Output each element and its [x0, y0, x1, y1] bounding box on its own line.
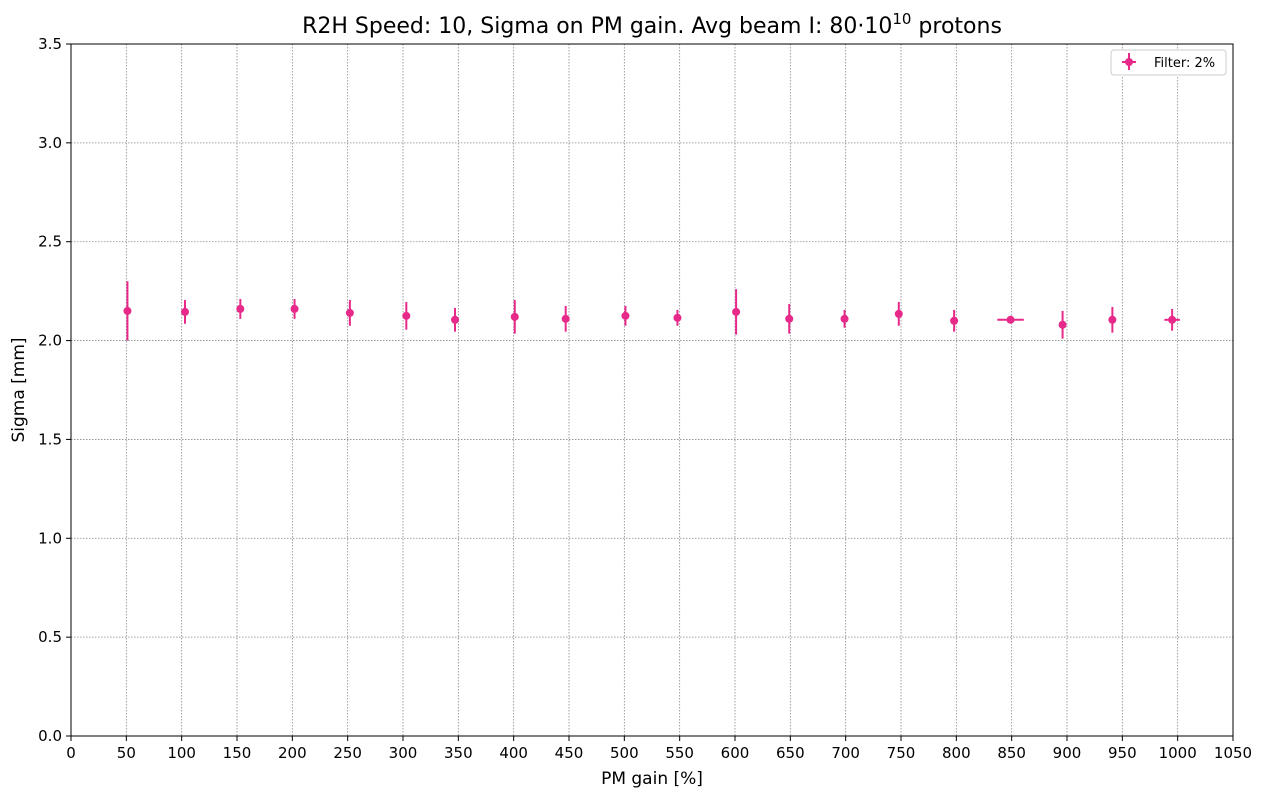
- data-point: [123, 281, 132, 341]
- x-tick-label: 800: [942, 744, 971, 762]
- x-tick-label: 200: [278, 744, 307, 762]
- x-tick-label: 1050: [1214, 744, 1252, 762]
- chart-title-exponent: 10: [892, 10, 911, 28]
- y-tick-label: 2.5: [38, 233, 62, 251]
- x-tick-label: 0: [66, 744, 76, 762]
- x-tick-label: 1000: [1159, 744, 1197, 762]
- legend-label: Filter: 2%: [1154, 56, 1215, 71]
- point-marker: [345, 308, 354, 317]
- legend: Filter: 2%: [1110, 49, 1227, 76]
- x-tick-label: 300: [389, 744, 418, 762]
- data-point: [510, 300, 519, 334]
- x-tick-label: 150: [223, 744, 252, 762]
- data-point: [561, 305, 570, 332]
- chart-title-suffix: protons: [911, 14, 1001, 39]
- x-tick-label: 100: [167, 744, 196, 762]
- data-point: [840, 309, 849, 328]
- x-tick-label: 950: [1108, 744, 1137, 762]
- x-tick-label: 900: [1053, 744, 1082, 762]
- point-marker: [894, 309, 903, 318]
- point-marker: [402, 311, 411, 320]
- chart-title-main: R2H Speed: 10, Sigma on PM gain. Avg bea…: [302, 14, 892, 39]
- x-tick-label: 650: [776, 744, 805, 762]
- plot-frame: [70, 43, 1234, 737]
- data-point: [1058, 310, 1067, 339]
- point-marker: [673, 313, 682, 322]
- y-tick-label: 1.0: [38, 529, 62, 547]
- y-tick-label: 3.5: [38, 35, 62, 53]
- point-marker: [510, 312, 519, 321]
- point-marker: [561, 314, 570, 323]
- data-point: [1108, 306, 1117, 333]
- y-tick-label: 2.0: [38, 332, 62, 350]
- x-tick-label: 700: [831, 744, 860, 762]
- y-tick-label: 0.0: [38, 727, 62, 745]
- point-marker: [123, 306, 132, 315]
- data-point: [345, 300, 354, 326]
- x-tick-label: 500: [610, 744, 639, 762]
- x-tick-label: 550: [665, 744, 694, 762]
- x-axis-label: PM gain [%]: [601, 769, 703, 789]
- data-point: [1164, 308, 1180, 331]
- point-marker: [950, 316, 959, 325]
- data-point: [451, 307, 460, 332]
- point-marker: [451, 315, 460, 324]
- x-tick-label: 350: [444, 744, 473, 762]
- x-tick-label: 600: [721, 744, 750, 762]
- point-marker: [290, 304, 299, 313]
- chart-title: R2H Speed: 10, Sigma on PM gain. Avg bea…: [302, 10, 1002, 39]
- point-marker: [1058, 320, 1067, 329]
- y-tick-label: 3.0: [38, 134, 62, 152]
- series-filter-2: [123, 281, 1180, 341]
- point-marker: [1168, 315, 1177, 324]
- x-tick-label: 50: [117, 744, 136, 762]
- y-tick-label: 1.5: [38, 430, 62, 448]
- point-marker: [732, 307, 741, 316]
- point-marker: [1006, 315, 1015, 324]
- data-point: [180, 300, 189, 324]
- point-marker: [785, 314, 794, 323]
- point-marker: [621, 311, 630, 320]
- x-tick-label: 400: [499, 744, 528, 762]
- point-marker: [236, 304, 245, 313]
- y-axis: 0.0 0.5 1.0 1.5 2.0 2.5 3.0 3.5: [38, 35, 71, 745]
- data-point: [236, 299, 245, 319]
- data-point: [950, 309, 959, 332]
- y-axis-label: Sigma [mm]: [9, 337, 29, 442]
- x-tick-label: 250: [333, 744, 362, 762]
- y-tick-label: 0.5: [38, 628, 62, 646]
- data-point: [673, 309, 682, 326]
- x-axis: 0 50 100 150 200 250 300 350 400 450 500 550 600 650 7…: [66, 736, 1252, 762]
- data-point: [621, 305, 630, 326]
- x-tick-label: 450: [555, 744, 584, 762]
- data-point: [290, 299, 299, 319]
- x-tick-label: 750: [887, 744, 916, 762]
- x-tick-label: 850: [997, 744, 1026, 762]
- data-point: [732, 289, 741, 335]
- data-point: [785, 303, 794, 334]
- data-point: [402, 302, 411, 330]
- point-marker: [840, 314, 849, 323]
- legend-box: [1110, 49, 1227, 76]
- point-marker: [1108, 315, 1117, 324]
- data-point: [894, 302, 903, 326]
- data-point: [997, 315, 1024, 324]
- point-marker: [180, 307, 189, 316]
- legend-marker-icon: [1125, 58, 1133, 66]
